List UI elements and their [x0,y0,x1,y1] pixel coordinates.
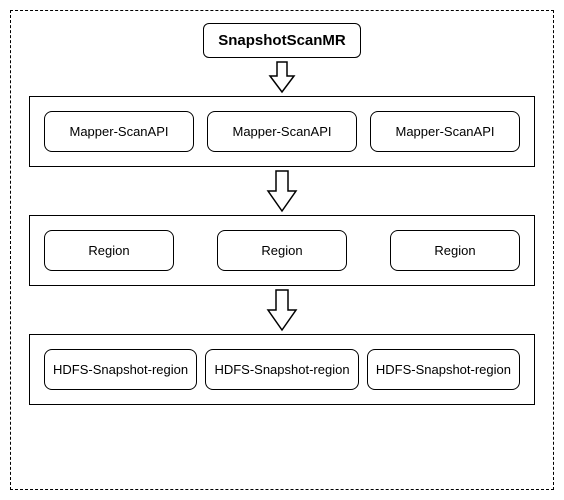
mapper-row: Mapper-ScanAPI Mapper-ScanAPI Mapper-Sca… [29,96,535,167]
region-cell: Region [390,230,520,271]
hdfs-row: HDFS-Snapshot-region HDFS-Snapshot-regio… [29,334,535,405]
hdfs-cell: HDFS-Snapshot-region [205,349,358,390]
hdfs-cell: HDFS-Snapshot-region [367,349,520,390]
arrow-3 [265,286,299,334]
hdfs-cell: HDFS-Snapshot-region [44,349,197,390]
region-cell: Region [44,230,174,271]
region-row: Region Region Region [29,215,535,286]
arrow-2 [265,167,299,215]
region-cell: Region [217,230,347,271]
mapper-cell: Mapper-ScanAPI [207,111,357,152]
mapper-cell: Mapper-ScanAPI [44,111,194,152]
arrow-1 [267,58,297,96]
top-node: SnapshotScanMR [203,23,361,58]
mapper-cell: Mapper-ScanAPI [370,111,520,152]
diagram-canvas: SnapshotScanMR Mapper-ScanAPI Mapper-Sca… [10,10,554,490]
